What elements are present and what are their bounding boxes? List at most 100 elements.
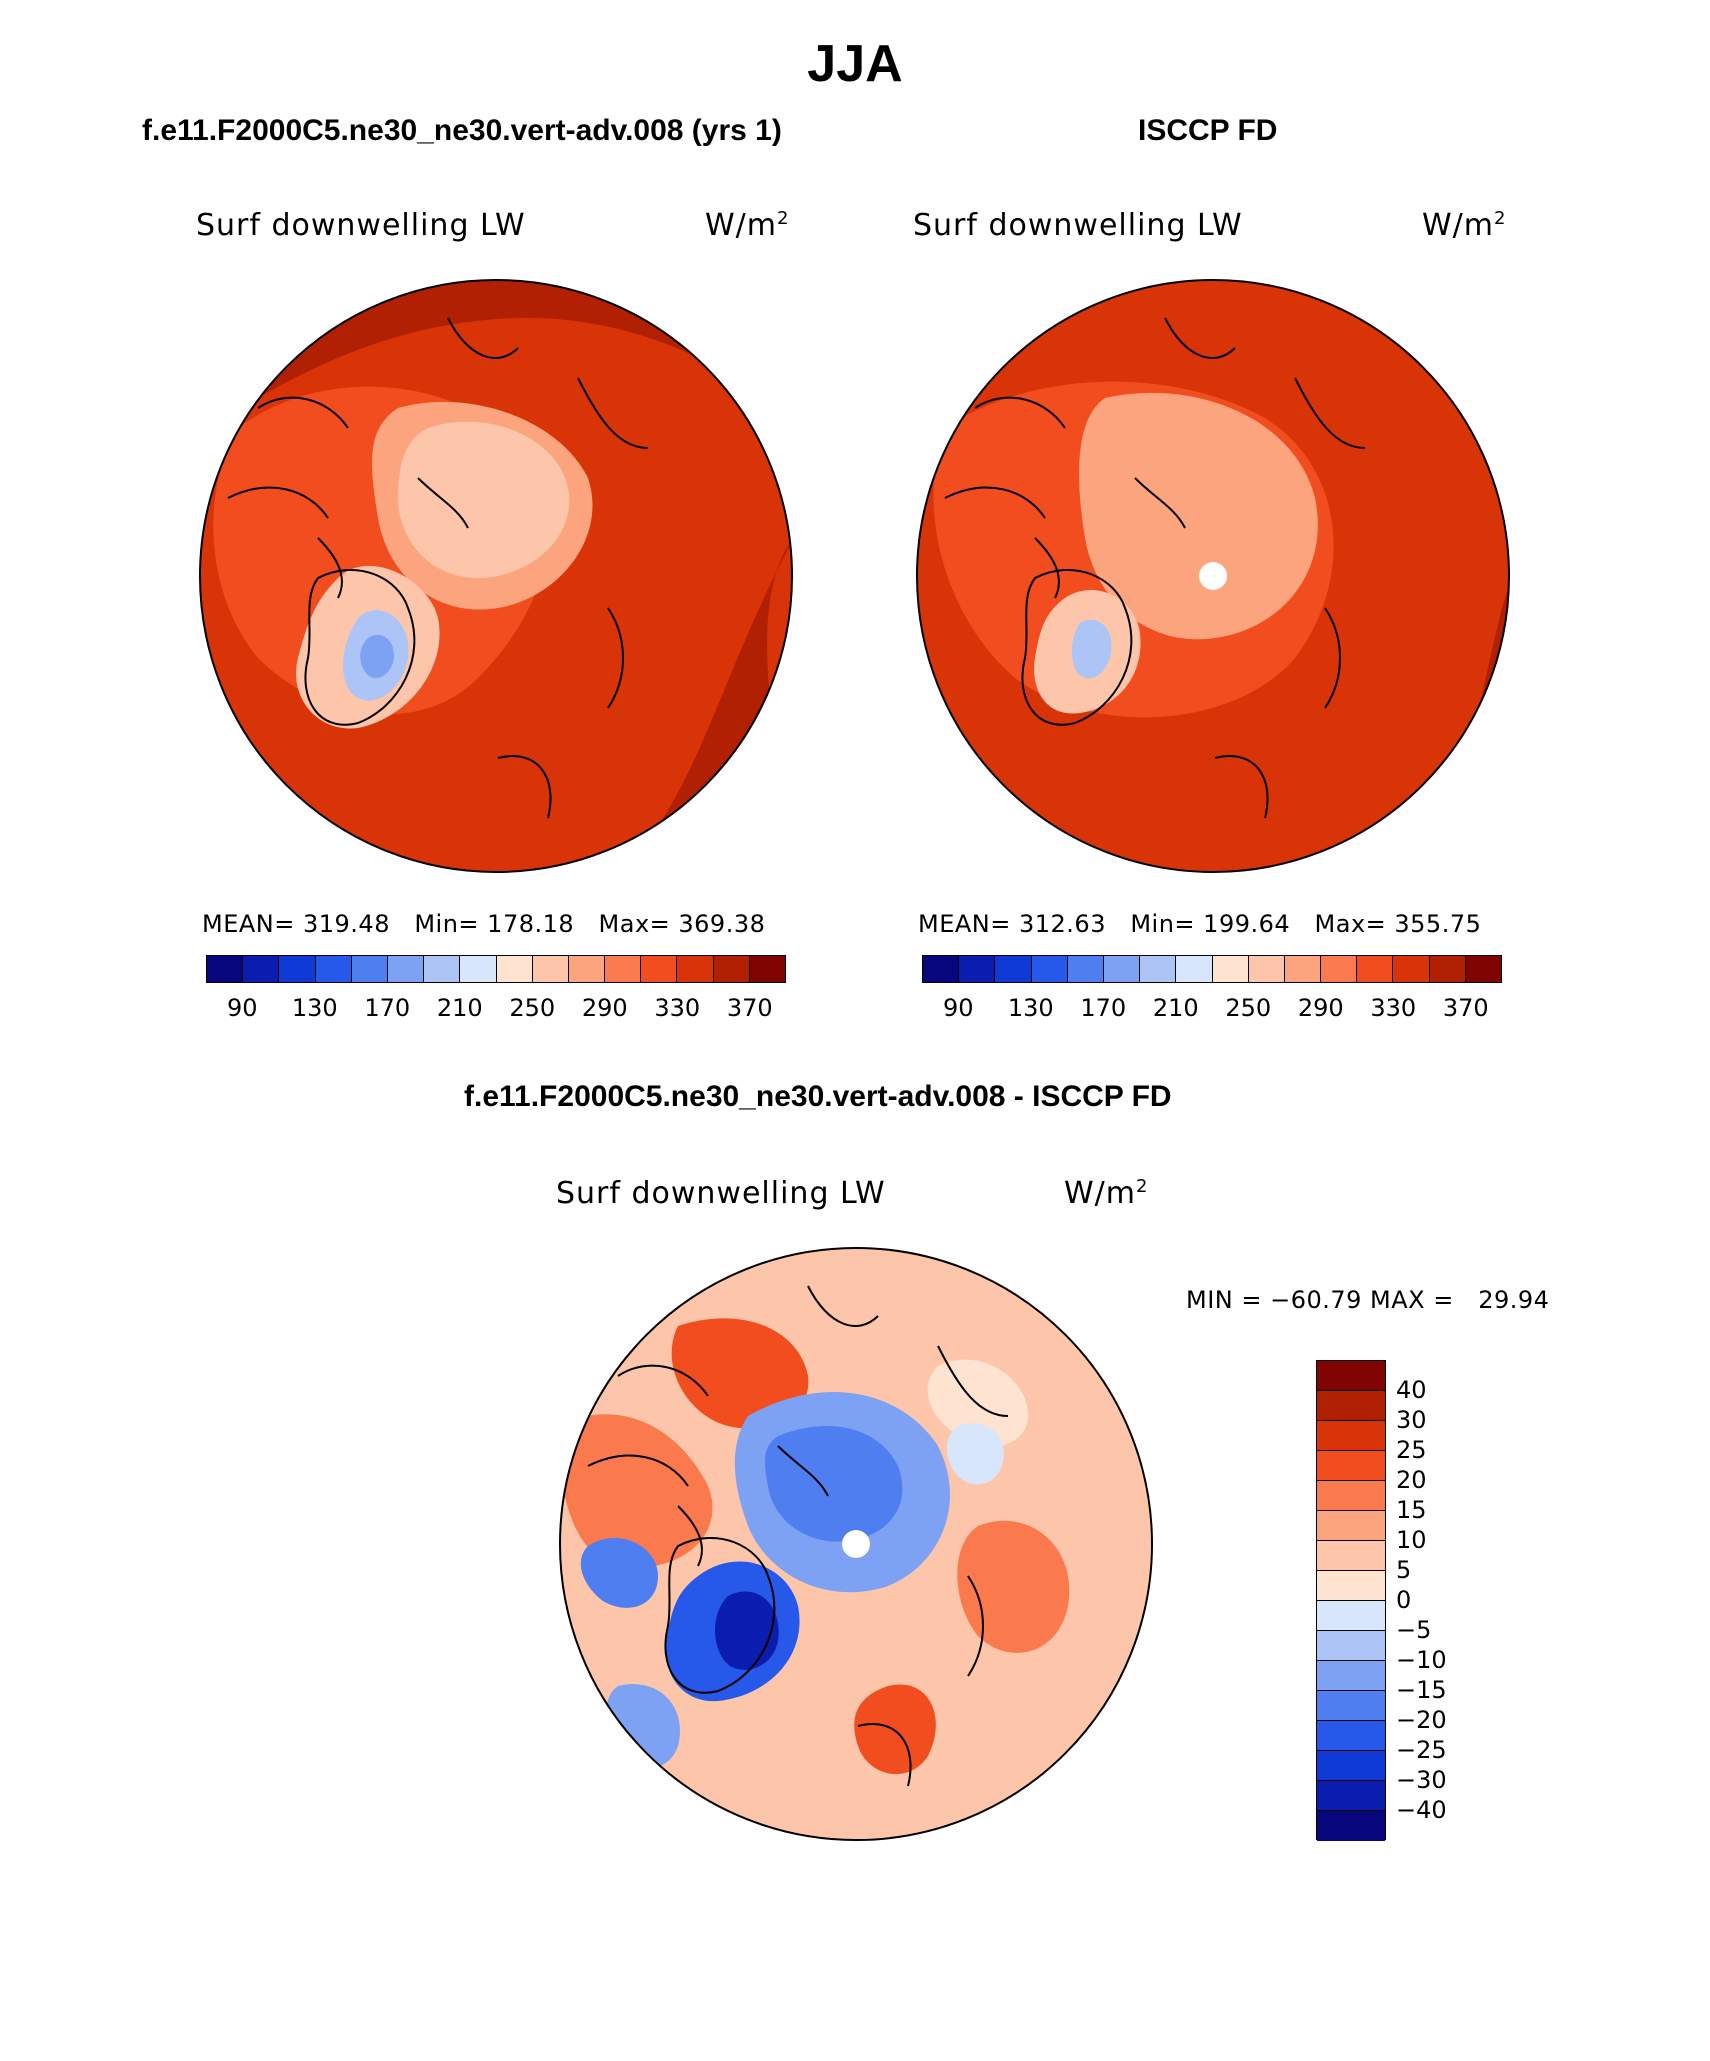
right-unit-label: W/m2 <box>1422 208 1507 243</box>
colorbar-swatch <box>1317 1451 1385 1481</box>
diff-variable-label: Surf downwelling LW <box>556 1176 886 1211</box>
left-variable-label: Surf downwelling LW <box>196 208 526 243</box>
colorbar-tick-label: −40 <box>1396 1796 1447 1824</box>
right-map-pole-hole <box>1199 562 1227 590</box>
colorbar-swatch <box>243 956 280 982</box>
colorbar-tick-label: 25 <box>1396 1436 1427 1464</box>
colorbar-tick-label: 170 <box>364 994 411 1022</box>
colorbar-tick-label: 250 <box>1225 994 1272 1022</box>
colorbar-tick-label: 15 <box>1396 1496 1427 1524</box>
diff-map-pole-hole <box>842 1530 870 1558</box>
diff-map-patch-east <box>957 1520 1070 1653</box>
colorbar-tick-label: 0 <box>1396 1586 1412 1614</box>
diff-colorbar <box>1316 1360 1386 1841</box>
left-colorbar-ticks: 90 130 170 210 250 290 330 370 <box>206 994 786 1024</box>
diff-map-patch-northeast <box>946 1423 1004 1485</box>
colorbar-tick-label: 370 <box>1442 994 1489 1022</box>
diff-map-greenland-core <box>715 1591 779 1670</box>
left-stats: MEAN= 319.48 Min= 178.18 Max= 369.38 <box>202 910 766 938</box>
colorbar-swatch <box>1176 956 1213 982</box>
colorbar-swatch <box>1317 1691 1385 1721</box>
diff-map-patch-canada <box>580 1537 658 1608</box>
colorbar-tick-label: 170 <box>1080 994 1127 1022</box>
colorbar-swatch <box>1321 956 1358 982</box>
colorbar-tick-label: 90 <box>226 994 258 1022</box>
colorbar-swatch <box>1031 956 1068 982</box>
colorbar-tick-label: 5 <box>1396 1556 1412 1584</box>
diff-stats: MIN = −60.79 MAX = 29.94 <box>1186 1286 1550 1314</box>
diff-map-greenland-outline <box>664 1537 776 1694</box>
left-map-greenland-outline <box>304 569 416 726</box>
colorbar-swatch <box>207 956 244 982</box>
colorbar-tick-label: −5 <box>1396 1616 1432 1644</box>
colorbar-tick-label: 30 <box>1396 1406 1427 1434</box>
colorbar-swatch <box>1317 1391 1385 1421</box>
right-map-greenland-outline <box>1021 569 1133 726</box>
colorbar-swatch <box>1317 1721 1385 1751</box>
colorbar-swatch <box>1248 956 1285 982</box>
left-colorbar <box>206 955 786 983</box>
colorbar-swatch <box>1317 1631 1385 1661</box>
colorbar-swatch <box>532 956 569 982</box>
colorbar-swatch <box>351 956 388 982</box>
colorbar-swatch <box>1317 1511 1385 1541</box>
diff-map-arctic-core <box>765 1426 903 1542</box>
colorbar-swatch <box>1317 1481 1385 1511</box>
colorbar-swatch <box>496 956 533 982</box>
diff-panel-title: f.e11.F2000C5.ne30_ne30.vert-adv.008 - I… <box>464 1080 1172 1113</box>
page-title: JJA <box>807 35 903 93</box>
colorbar-swatch <box>1429 956 1466 982</box>
colorbar-tick-label: 290 <box>581 994 628 1022</box>
colorbar-swatch <box>605 956 642 982</box>
right-colorbar-ticks: 90 130 170 210 250 290 330 370 <box>922 994 1502 1024</box>
left-polar-map <box>199 279 793 873</box>
diff-colorbar-labels: 40 30 25 20 15 10 5 0 −5 −10 −15 −20 −25 −30 −40 <box>1396 1360 1476 1840</box>
diff-unit-label: W/m2 <box>1064 1176 1149 1211</box>
colorbar-swatch <box>387 956 425 982</box>
colorbar-tick-label: −15 <box>1396 1676 1447 1704</box>
colorbar-swatch <box>1317 1541 1385 1571</box>
colorbar-swatch <box>315 956 352 982</box>
colorbar-swatch <box>1393 956 1430 982</box>
colorbar-tick-label: 40 <box>1396 1376 1427 1404</box>
colorbar-swatch <box>460 956 497 982</box>
right-variable-label: Surf downwelling LW <box>913 208 1243 243</box>
colorbar-swatch <box>995 956 1032 982</box>
colorbar-swatch <box>1103 956 1141 982</box>
colorbar-swatch <box>1140 956 1177 982</box>
colorbar-swatch <box>1317 1781 1385 1811</box>
left-unit-label: W/m2 <box>705 208 790 243</box>
colorbar-tick-label: 10 <box>1396 1526 1427 1554</box>
colorbar-swatch <box>1212 956 1249 982</box>
colorbar-tick-label: 290 <box>1297 994 1344 1022</box>
colorbar-swatch <box>923 956 960 982</box>
right-map-greenland-core <box>1071 619 1112 679</box>
colorbar-tick-label: −25 <box>1396 1736 1447 1764</box>
colorbar-tick-label: 330 <box>1370 994 1417 1022</box>
colorbar-tick-label: 370 <box>726 994 773 1022</box>
colorbar-swatch <box>1067 956 1104 982</box>
colorbar-tick-label: 250 <box>509 994 556 1022</box>
colorbar-swatch <box>424 956 461 982</box>
diff-map-patch-scandinavia <box>854 1684 936 1775</box>
colorbar-tick-label: −10 <box>1396 1646 1447 1674</box>
colorbar-swatch <box>1317 1421 1385 1451</box>
diff-map-patch-west <box>560 1414 713 1568</box>
colorbar-swatch <box>1317 1751 1385 1781</box>
colorbar-swatch <box>677 956 714 982</box>
colorbar-swatch <box>713 956 750 982</box>
right-map-arctic-ocean <box>1079 392 1318 640</box>
colorbar-tick-label: 90 <box>942 994 974 1022</box>
colorbar-swatch <box>1317 1601 1385 1631</box>
colorbar-swatch <box>1465 956 1501 982</box>
colorbar-swatch <box>279 956 316 982</box>
colorbar-tick-label: 130 <box>291 994 338 1022</box>
left-map-arctic-ocean <box>398 421 570 578</box>
colorbar-swatch <box>749 956 785 982</box>
colorbar-tick-label: −30 <box>1396 1766 1447 1794</box>
colorbar-swatch <box>1317 1661 1385 1691</box>
colorbar-swatch <box>959 956 996 982</box>
left-map-greenland-core <box>360 634 394 679</box>
colorbar-swatch <box>568 956 606 982</box>
right-panel-title: ISCCP FD <box>1138 114 1278 147</box>
